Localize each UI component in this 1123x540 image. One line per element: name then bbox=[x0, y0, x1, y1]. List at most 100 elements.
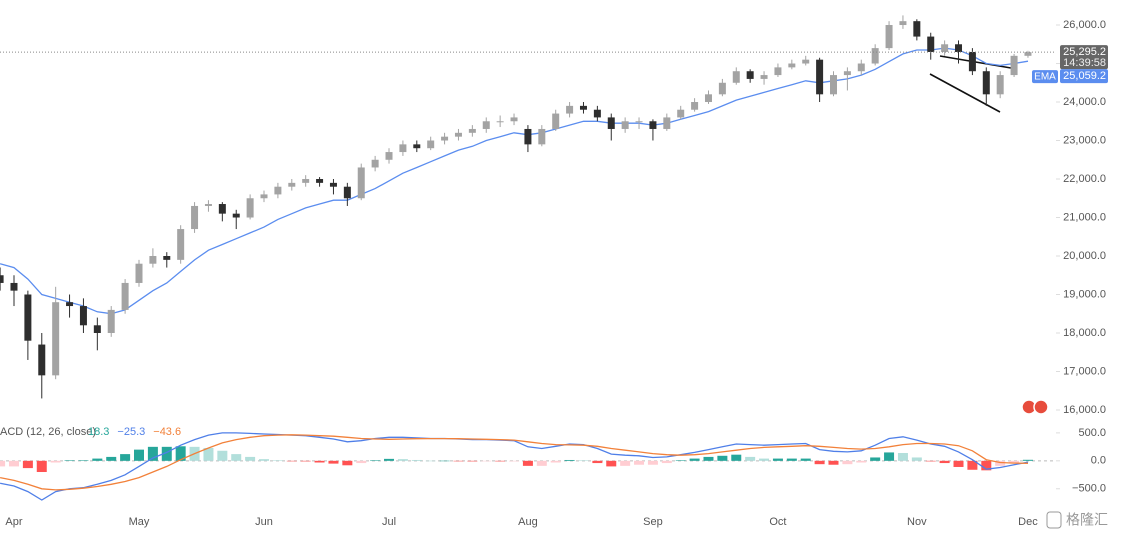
candle-body bbox=[343, 186, 351, 199]
candle-body bbox=[399, 144, 407, 153]
candle-body bbox=[149, 256, 157, 264]
histogram-bar bbox=[0, 460, 6, 467]
y-tick-label: 26,000.0 bbox=[1063, 19, 1106, 31]
candle-body bbox=[691, 102, 699, 110]
y-tick-label: 17,000.0 bbox=[1063, 365, 1106, 377]
line bbox=[0, 432, 1029, 501]
candle-body bbox=[955, 44, 963, 52]
histogram-bar bbox=[911, 457, 922, 461]
candle-body bbox=[385, 152, 393, 160]
candle-body bbox=[649, 121, 657, 129]
candle-body bbox=[1010, 55, 1018, 76]
histogram-bar bbox=[92, 458, 103, 461]
histogram-bar bbox=[522, 460, 533, 466]
candle-body bbox=[524, 128, 532, 145]
candle-body bbox=[10, 282, 18, 291]
x-tick-label: Oct bbox=[769, 516, 786, 528]
histogram-bar bbox=[8, 460, 19, 467]
candle-body bbox=[163, 256, 171, 260]
histogram-bar bbox=[245, 456, 256, 461]
candle-body bbox=[121, 282, 129, 310]
histogram-bar bbox=[981, 460, 992, 471]
candle-body bbox=[593, 109, 601, 118]
histogram-bar bbox=[453, 460, 464, 462]
histogram-bar bbox=[939, 460, 950, 464]
histogram-bar bbox=[147, 446, 158, 461]
candle-body bbox=[941, 44, 949, 52]
candle-body bbox=[802, 59, 810, 64]
histogram-bar bbox=[647, 460, 658, 465]
candle-body bbox=[427, 140, 435, 149]
histogram-bar bbox=[78, 460, 89, 461]
candle-body bbox=[274, 186, 282, 195]
x-tick-label: Jul bbox=[382, 516, 396, 528]
histogram-bar bbox=[772, 458, 783, 461]
histogram-bar bbox=[22, 460, 33, 469]
candle-body bbox=[482, 121, 490, 129]
candle-body bbox=[246, 198, 254, 218]
histogram-bar bbox=[842, 460, 853, 465]
histogram-bar bbox=[342, 460, 353, 466]
candle-body bbox=[468, 128, 476, 133]
countdown-label: 14:39:58 bbox=[1063, 57, 1106, 69]
candle-body bbox=[0, 275, 4, 283]
candle-body bbox=[552, 113, 560, 129]
histogram-bar bbox=[175, 446, 186, 461]
candle-body bbox=[66, 302, 74, 307]
histogram-bar bbox=[550, 460, 561, 463]
histogram-bar bbox=[36, 460, 47, 473]
histogram-bar bbox=[884, 452, 895, 461]
indicator-title: ACD (12, 26, close) bbox=[0, 426, 96, 438]
histogram-bar bbox=[703, 456, 714, 461]
histogram-bar bbox=[620, 460, 631, 466]
candle-body bbox=[38, 344, 46, 376]
histogram-bar bbox=[564, 459, 575, 461]
y-tick-label: −500.0 bbox=[1072, 483, 1106, 495]
y-tick-label: 0.0 bbox=[1091, 455, 1106, 467]
candle-body bbox=[218, 204, 226, 214]
candle-body bbox=[760, 75, 768, 79]
histogram-bar bbox=[870, 457, 881, 461]
candle-body bbox=[635, 121, 643, 123]
histogram-bar bbox=[661, 460, 672, 464]
candle-body bbox=[968, 51, 976, 72]
histogram-bar bbox=[328, 460, 339, 464]
legend-value: −25.3 bbox=[117, 426, 145, 438]
candle-body bbox=[135, 263, 143, 283]
candle-body bbox=[232, 213, 240, 218]
candle-body bbox=[982, 71, 990, 95]
candle-body bbox=[607, 117, 615, 129]
watermark-icon bbox=[1046, 511, 1062, 529]
candle-body bbox=[996, 75, 1004, 95]
candle-body bbox=[885, 25, 893, 49]
histogram-bar bbox=[425, 460, 436, 462]
candle-body bbox=[579, 105, 587, 110]
legend-value: 18.3 bbox=[88, 426, 109, 438]
candle-body bbox=[621, 121, 629, 129]
ema-value-box bbox=[1060, 69, 1108, 84]
candle-body bbox=[177, 229, 185, 260]
histogram-bar bbox=[689, 458, 700, 461]
histogram-bar bbox=[967, 460, 978, 470]
histogram-bar bbox=[925, 460, 936, 462]
candle-body bbox=[316, 179, 324, 183]
candle-body bbox=[857, 63, 865, 72]
candle-body bbox=[302, 179, 310, 183]
histogram-bar bbox=[675, 460, 686, 461]
histogram-bar bbox=[828, 460, 839, 465]
candle-body bbox=[329, 182, 337, 187]
histogram-bar bbox=[578, 460, 589, 461]
histogram-bar bbox=[800, 458, 811, 461]
x-tick-label: Nov bbox=[907, 516, 927, 528]
candle-body bbox=[357, 167, 365, 199]
x-tick-label: May bbox=[129, 516, 150, 528]
y-tick-label: 19,000.0 bbox=[1063, 288, 1106, 300]
histogram-bar bbox=[356, 460, 367, 464]
histogram-bar bbox=[286, 460, 297, 462]
histogram-bar bbox=[384, 458, 395, 461]
candle-body bbox=[788, 63, 796, 68]
candle-body bbox=[510, 117, 518, 122]
candle-body bbox=[899, 21, 907, 26]
histogram-bar bbox=[259, 459, 270, 461]
candle-body bbox=[704, 94, 712, 103]
